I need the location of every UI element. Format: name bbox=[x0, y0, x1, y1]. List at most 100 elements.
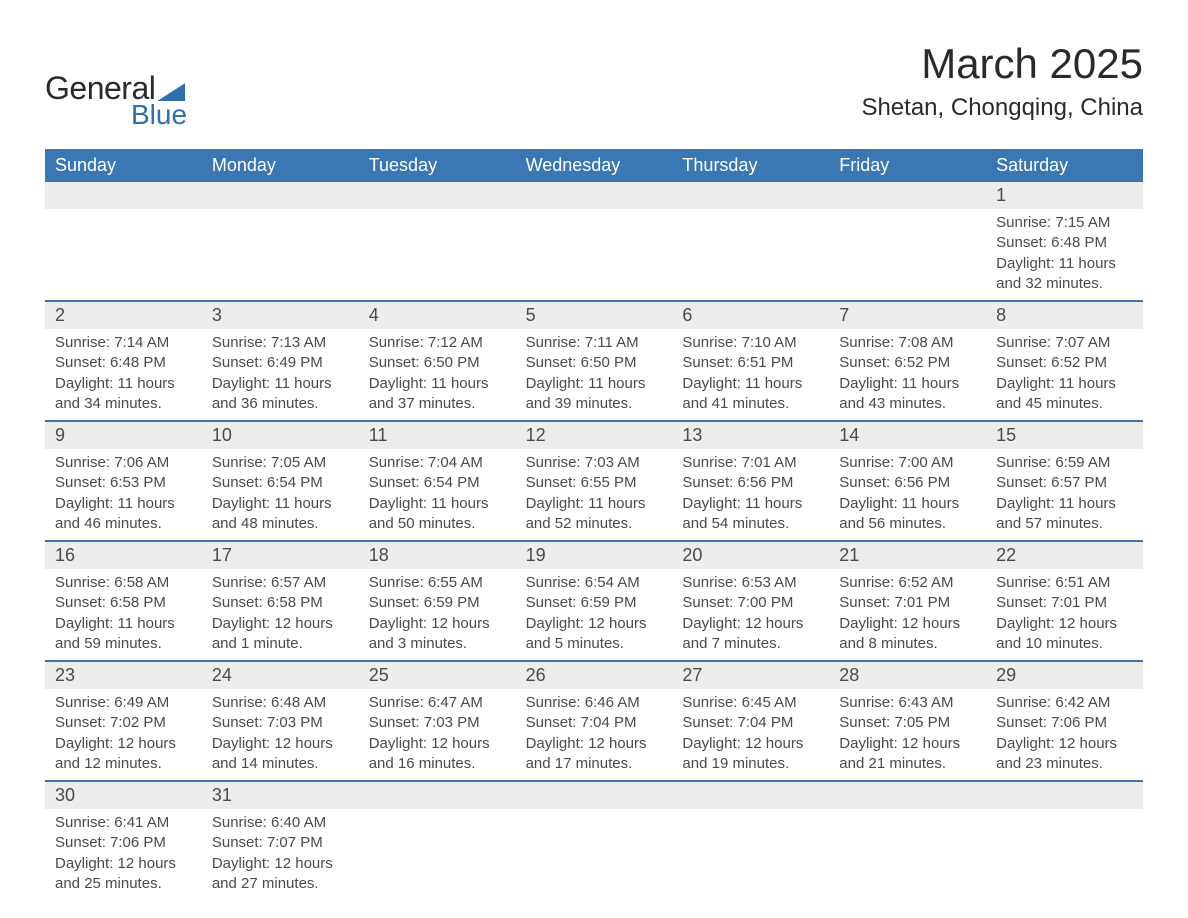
day-dl2: and 34 minutes. bbox=[55, 394, 192, 414]
day-sunset: Sunset: 7:04 PM bbox=[682, 713, 819, 733]
day-cell: 29Sunrise: 6:42 AMSunset: 7:06 PMDayligh… bbox=[986, 662, 1143, 780]
day-dl1: Daylight: 12 hours bbox=[55, 734, 192, 754]
day-cell bbox=[359, 182, 516, 300]
day-number: 30 bbox=[45, 782, 202, 809]
day-dl1: Daylight: 12 hours bbox=[839, 614, 976, 634]
day-cell: 24Sunrise: 6:48 AMSunset: 7:03 PMDayligh… bbox=[202, 662, 359, 780]
day-content: Sunrise: 6:57 AMSunset: 6:58 PMDaylight:… bbox=[202, 569, 359, 660]
day-number: 10 bbox=[202, 422, 359, 449]
day-dl2: and 48 minutes. bbox=[212, 514, 349, 534]
day-number: 16 bbox=[45, 542, 202, 569]
calendar: Sunday Monday Tuesday Wednesday Thursday… bbox=[45, 149, 1143, 900]
day-dl1: Daylight: 12 hours bbox=[55, 854, 192, 874]
day-dl2: and 5 minutes. bbox=[526, 634, 663, 654]
day-sunset: Sunset: 7:04 PM bbox=[526, 713, 663, 733]
weekday-thursday: Thursday bbox=[672, 149, 829, 182]
day-content: Sunrise: 7:11 AMSunset: 6:50 PMDaylight:… bbox=[516, 329, 673, 420]
day-content: Sunrise: 7:06 AMSunset: 6:53 PMDaylight:… bbox=[45, 449, 202, 540]
day-dl1: Daylight: 12 hours bbox=[369, 734, 506, 754]
day-number: 29 bbox=[986, 662, 1143, 689]
day-number bbox=[829, 782, 986, 809]
day-dl2: and 17 minutes. bbox=[526, 754, 663, 774]
day-content: Sunrise: 7:08 AMSunset: 6:52 PMDaylight:… bbox=[829, 329, 986, 420]
day-sunrise: Sunrise: 6:41 AM bbox=[55, 813, 192, 833]
day-cell: 30Sunrise: 6:41 AMSunset: 7:06 PMDayligh… bbox=[45, 782, 202, 900]
day-dl2: and 43 minutes. bbox=[839, 394, 976, 414]
day-number bbox=[672, 182, 829, 209]
day-number: 8 bbox=[986, 302, 1143, 329]
day-dl2: and 39 minutes. bbox=[526, 394, 663, 414]
day-sunrise: Sunrise: 6:47 AM bbox=[369, 693, 506, 713]
day-dl2: and 36 minutes. bbox=[212, 394, 349, 414]
day-dl1: Daylight: 11 hours bbox=[996, 254, 1133, 274]
day-sunset: Sunset: 6:50 PM bbox=[369, 353, 506, 373]
week-row: 23Sunrise: 6:49 AMSunset: 7:02 PMDayligh… bbox=[45, 660, 1143, 780]
day-content: Sunrise: 6:48 AMSunset: 7:03 PMDaylight:… bbox=[202, 689, 359, 780]
day-sunrise: Sunrise: 7:15 AM bbox=[996, 213, 1133, 233]
day-sunrise: Sunrise: 7:08 AM bbox=[839, 333, 976, 353]
day-number: 13 bbox=[672, 422, 829, 449]
day-sunrise: Sunrise: 7:04 AM bbox=[369, 453, 506, 473]
day-sunset: Sunset: 6:57 PM bbox=[996, 473, 1133, 493]
day-number: 27 bbox=[672, 662, 829, 689]
day-content: Sunrise: 6:53 AMSunset: 7:00 PMDaylight:… bbox=[672, 569, 829, 660]
day-sunrise: Sunrise: 7:01 AM bbox=[682, 453, 819, 473]
day-dl2: and 54 minutes. bbox=[682, 514, 819, 534]
day-sunrise: Sunrise: 6:45 AM bbox=[682, 693, 819, 713]
day-content: Sunrise: 6:51 AMSunset: 7:01 PMDaylight:… bbox=[986, 569, 1143, 660]
weekday-monday: Monday bbox=[202, 149, 359, 182]
day-content: Sunrise: 7:14 AMSunset: 6:48 PMDaylight:… bbox=[45, 329, 202, 420]
day-sunrise: Sunrise: 7:14 AM bbox=[55, 333, 192, 353]
day-number: 18 bbox=[359, 542, 516, 569]
day-sunrise: Sunrise: 6:55 AM bbox=[369, 573, 506, 593]
title-block: March 2025 Shetan, Chongqing, China bbox=[861, 40, 1143, 122]
day-cell bbox=[829, 782, 986, 900]
weekday-header-row: Sunday Monday Tuesday Wednesday Thursday… bbox=[45, 149, 1143, 182]
day-dl1: Daylight: 12 hours bbox=[839, 734, 976, 754]
day-number bbox=[516, 182, 673, 209]
day-number: 31 bbox=[202, 782, 359, 809]
day-sunrise: Sunrise: 7:03 AM bbox=[526, 453, 663, 473]
location-subtitle: Shetan, Chongqing, China bbox=[861, 94, 1143, 122]
weekday-sunday: Sunday bbox=[45, 149, 202, 182]
day-cell: 19Sunrise: 6:54 AMSunset: 6:59 PMDayligh… bbox=[516, 542, 673, 660]
day-cell: 28Sunrise: 6:43 AMSunset: 7:05 PMDayligh… bbox=[829, 662, 986, 780]
day-sunset: Sunset: 6:48 PM bbox=[55, 353, 192, 373]
day-dl1: Daylight: 12 hours bbox=[996, 614, 1133, 634]
day-sunset: Sunset: 6:51 PM bbox=[682, 353, 819, 373]
day-sunset: Sunset: 6:55 PM bbox=[526, 473, 663, 493]
day-number: 28 bbox=[829, 662, 986, 689]
day-sunset: Sunset: 6:54 PM bbox=[212, 473, 349, 493]
day-number: 4 bbox=[359, 302, 516, 329]
day-number bbox=[672, 782, 829, 809]
day-content: Sunrise: 7:01 AMSunset: 6:56 PMDaylight:… bbox=[672, 449, 829, 540]
day-dl1: Daylight: 11 hours bbox=[212, 494, 349, 514]
day-sunrise: Sunrise: 6:43 AM bbox=[839, 693, 976, 713]
day-sunset: Sunset: 7:00 PM bbox=[682, 593, 819, 613]
day-number bbox=[45, 182, 202, 209]
day-dl1: Daylight: 11 hours bbox=[996, 374, 1133, 394]
day-number bbox=[202, 182, 359, 209]
day-number bbox=[359, 182, 516, 209]
day-dl2: and 19 minutes. bbox=[682, 754, 819, 774]
day-content: Sunrise: 6:54 AMSunset: 6:59 PMDaylight:… bbox=[516, 569, 673, 660]
day-sunset: Sunset: 6:59 PM bbox=[369, 593, 506, 613]
day-cell: 27Sunrise: 6:45 AMSunset: 7:04 PMDayligh… bbox=[672, 662, 829, 780]
day-dl1: Daylight: 11 hours bbox=[369, 374, 506, 394]
day-dl1: Daylight: 11 hours bbox=[526, 374, 663, 394]
day-sunrise: Sunrise: 7:13 AM bbox=[212, 333, 349, 353]
day-sunrise: Sunrise: 6:46 AM bbox=[526, 693, 663, 713]
day-dl1: Daylight: 12 hours bbox=[996, 734, 1133, 754]
day-cell: 8Sunrise: 7:07 AMSunset: 6:52 PMDaylight… bbox=[986, 302, 1143, 420]
day-sunset: Sunset: 6:52 PM bbox=[839, 353, 976, 373]
day-dl2: and 46 minutes. bbox=[55, 514, 192, 534]
logo: General Blue bbox=[45, 70, 187, 131]
day-cell: 1Sunrise: 7:15 AMSunset: 6:48 PMDaylight… bbox=[986, 182, 1143, 300]
day-number: 7 bbox=[829, 302, 986, 329]
day-sunrise: Sunrise: 7:00 AM bbox=[839, 453, 976, 473]
day-sunset: Sunset: 6:49 PM bbox=[212, 353, 349, 373]
day-sunrise: Sunrise: 7:12 AM bbox=[369, 333, 506, 353]
day-dl1: Daylight: 11 hours bbox=[839, 374, 976, 394]
logo-triangle-icon bbox=[157, 83, 185, 101]
weeks-container: 1Sunrise: 7:15 AMSunset: 6:48 PMDaylight… bbox=[45, 182, 1143, 900]
